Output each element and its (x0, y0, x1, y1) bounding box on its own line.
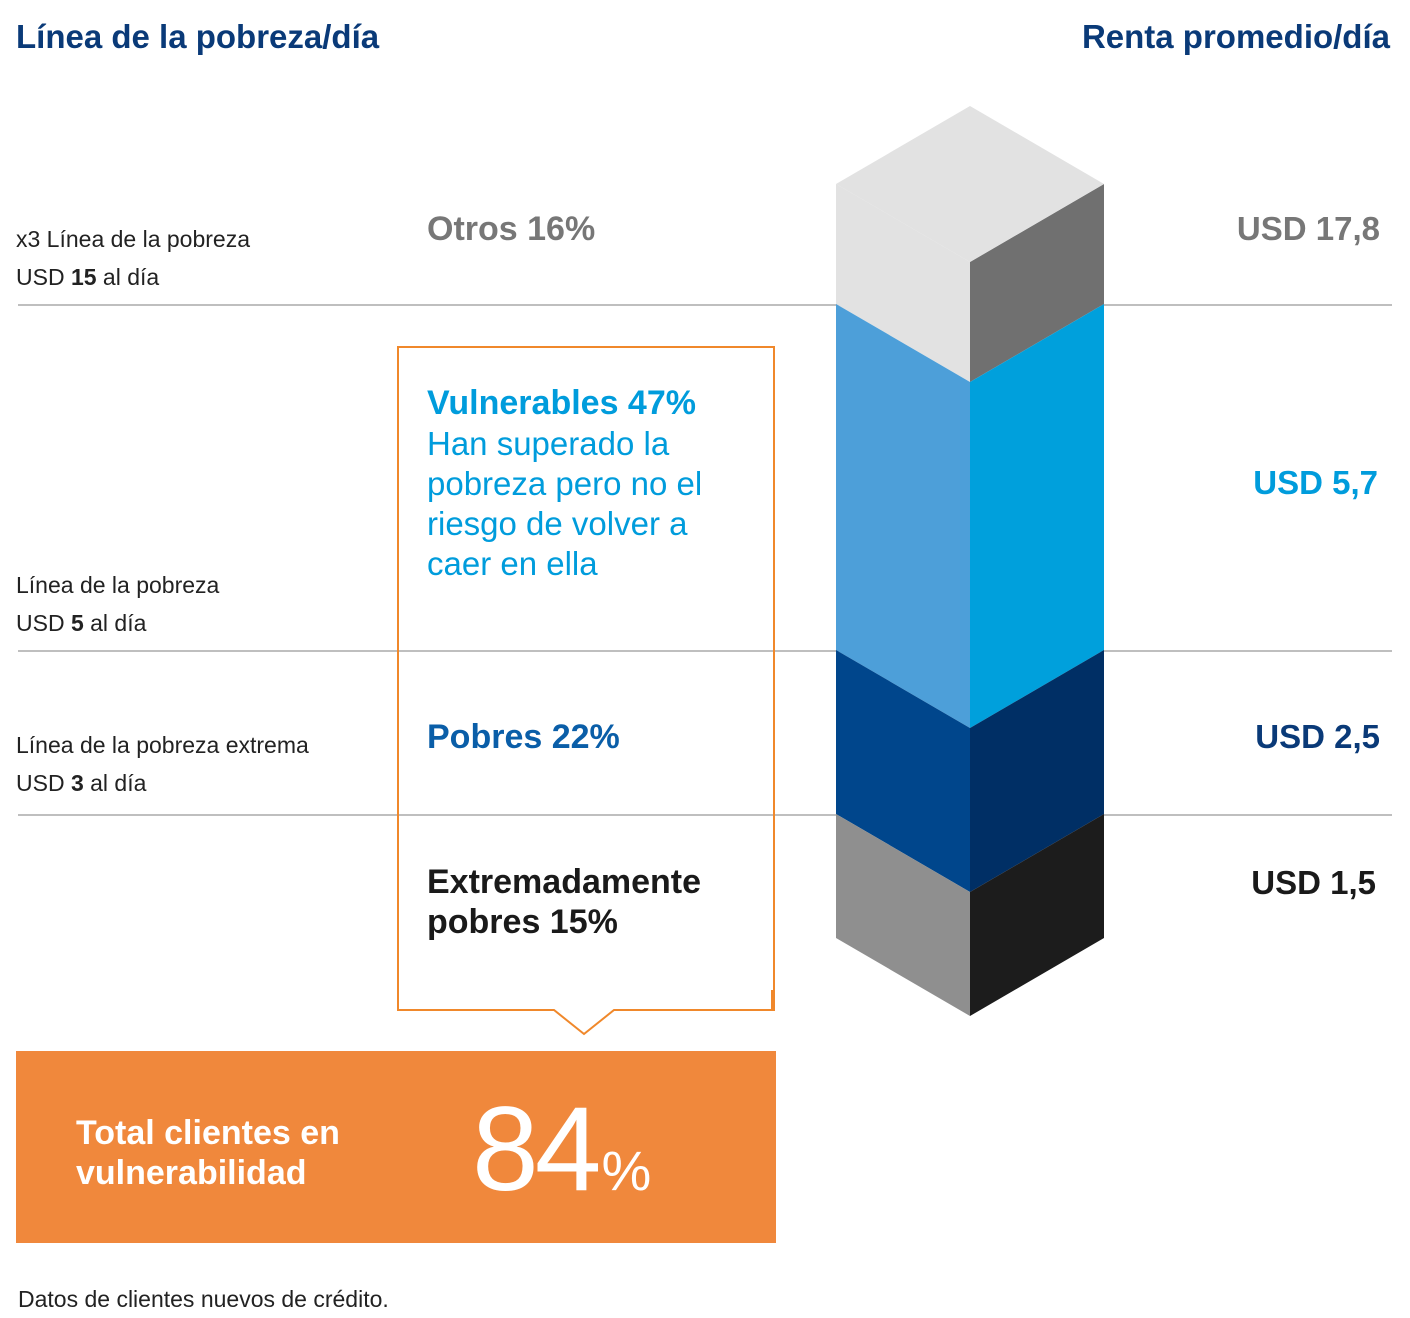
divider-line-5 (18, 650, 1392, 652)
column-left-face-extremos (836, 814, 970, 1016)
segment-label-vulnerables: Vulnerables 47% (427, 384, 696, 422)
column-right-face-extremos (970, 814, 1104, 1016)
callout-pointer (397, 990, 773, 1036)
footnote: Datos de clientes nuevos de crédito. (18, 1286, 389, 1312)
income-value-pobres: USD 2,5 (1255, 718, 1380, 755)
income-value-vulnerables: USD 5,7 (1253, 464, 1378, 501)
poverty-line-label-15: x3 Línea de la pobreza USD 15 al día (16, 220, 250, 296)
poverty-line-amount: USD 5 al día (16, 610, 147, 636)
column-right-face-vulnerables (970, 304, 1104, 728)
left-header-title: Línea de la pobreza/día (16, 18, 380, 55)
column-right-face-otros (970, 184, 1104, 382)
column-top-face (836, 106, 1104, 262)
column-left-face-pobres (836, 650, 970, 892)
segment-label-extremos: Extremadamente pobres 15% (427, 863, 702, 941)
poverty-line-label-3: Línea de la pobreza extrema USD 3 al día (16, 726, 309, 802)
poverty-line-title: x3 Línea de la pobreza (16, 226, 251, 252)
income-value-extremos: USD 1,5 (1251, 864, 1376, 901)
column-left-face-otros (836, 184, 970, 382)
total-value: 84% (472, 1089, 651, 1209)
total-label: Total clientes en vulnerabilidad (76, 1114, 340, 1192)
income-value-otros: USD 17,8 (1236, 210, 1380, 247)
callout-bracket (397, 346, 775, 1011)
poverty-line-amount: USD 3 al día (16, 770, 147, 796)
divider-line-3 (18, 814, 1392, 816)
segment-label-otros: Otros 16% (427, 210, 596, 248)
total-vulnerability-box: Total clientes en vulnerabilidad 84% (16, 1051, 776, 1243)
poverty-line-label-5: Línea de la pobreza USD 5 al día (16, 566, 219, 642)
poverty-line-amount: USD 15 al día (16, 264, 160, 290)
total-value-number: 84 (472, 1082, 601, 1216)
divider-line-15 (18, 304, 1392, 306)
segment-description-vulnerables: Han superado la pobreza pero no el riesg… (427, 425, 703, 582)
right-header-title: Renta promedio/día (1081, 18, 1390, 55)
total-value-unit: % (601, 1139, 652, 1202)
poverty-line-title: Línea de la pobreza (16, 572, 220, 598)
poverty-line-title: Línea de la pobreza extrema (16, 732, 309, 758)
segment-label-pobres: Pobres 22% (427, 718, 620, 756)
column-right-face-pobres (970, 650, 1104, 892)
column-left-face-vulnerables (836, 304, 970, 728)
